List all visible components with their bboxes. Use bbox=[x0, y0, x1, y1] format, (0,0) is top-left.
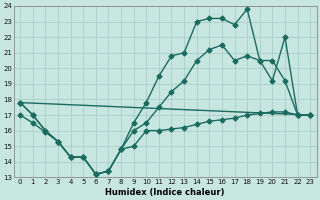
X-axis label: Humidex (Indice chaleur): Humidex (Indice chaleur) bbox=[106, 188, 225, 197]
